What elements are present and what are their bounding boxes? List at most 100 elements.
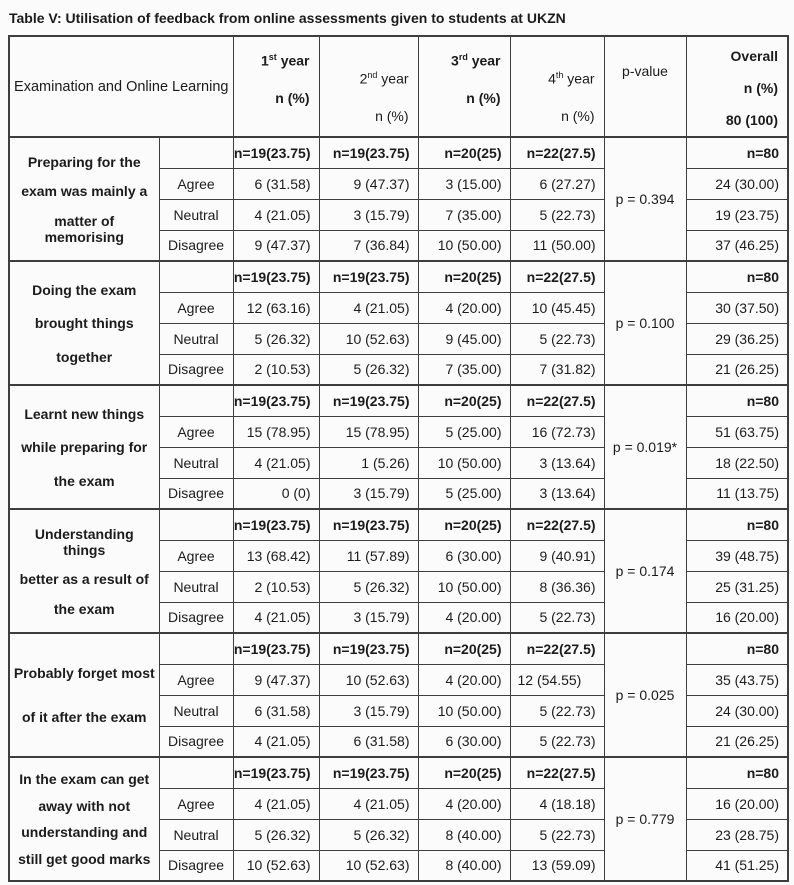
n-count-cell: n=20(25) bbox=[417, 632, 511, 665]
overall-cell: 24 (30.00) bbox=[685, 694, 789, 727]
statement-line: the exam bbox=[53, 472, 115, 489]
data-cell: 4 (21.05) bbox=[232, 787, 320, 820]
table-row: Probably forget most of it after the exam… bbox=[8, 632, 789, 758]
table-caption: Table V: Utilisation of feedback from on… bbox=[9, 10, 566, 26]
statement-text: In the exam can get away with not understa… bbox=[13, 760, 156, 878]
data-cell: 4 (18.18) bbox=[509, 787, 605, 820]
statement-line: still get good marks bbox=[18, 851, 151, 868]
data-cell: 5 (25.00) bbox=[417, 477, 511, 510]
data-cell: 5 (22.73) bbox=[509, 198, 605, 231]
data-cell: 8 (36.36) bbox=[509, 570, 605, 603]
overall-cell: 25 (31.25) bbox=[685, 570, 789, 603]
data-cell: 6 (30.00) bbox=[417, 539, 511, 572]
year-header-line2: n (%) bbox=[275, 89, 310, 106]
overall-cell: n=80 bbox=[685, 756, 789, 789]
overall-cell: 39 (48.75) bbox=[685, 539, 789, 572]
overall-cell: 37 (46.25) bbox=[685, 229, 789, 262]
n-count-cell: n=22(27.5) bbox=[509, 756, 605, 789]
data-cell: 5 (22.73) bbox=[509, 725, 605, 758]
response-label-cell: Neutral bbox=[158, 322, 234, 355]
response-label-cell bbox=[158, 756, 234, 789]
overall-cell: 18 (22.50) bbox=[685, 446, 789, 479]
n-count-cell: n=19(23.75) bbox=[318, 384, 419, 417]
statement-line: exam was mainly a bbox=[21, 183, 148, 199]
table-row: Disagree 4 (21.05) 3 (15.79) 4 (20.00) 5 (22… bbox=[9, 601, 789, 634]
data-cell: 2 (10.53) bbox=[232, 570, 320, 603]
data-cell: 5 (26.32) bbox=[318, 353, 419, 386]
data-cell: 4 (21.05) bbox=[318, 291, 419, 324]
data-cell: 5 (22.73) bbox=[509, 694, 605, 727]
n-count-cell: n=20(25) bbox=[417, 384, 511, 417]
statement-text: Understanding things better as a result o… bbox=[13, 512, 156, 630]
data-cell: 5 (22.73) bbox=[509, 601, 605, 634]
n-count-cell: n=19(23.75) bbox=[232, 136, 320, 169]
overall-header-line: Overall bbox=[730, 48, 779, 64]
statement-cell: Probably forget most of it after the exam bbox=[8, 632, 160, 758]
statement-line: Learnt new things bbox=[24, 405, 145, 422]
data-cell: 4 (20.00) bbox=[417, 787, 511, 820]
overall-cell: 30 (37.50) bbox=[685, 291, 789, 324]
n-count-cell: n=19(23.75) bbox=[232, 384, 320, 417]
statement-line: Preparing for the bbox=[27, 153, 141, 170]
response-label-cell: Agree bbox=[158, 291, 234, 324]
statement-text: Doing the exam brought things together bbox=[13, 264, 156, 382]
column-header-examination: Examination and Online Learning bbox=[8, 35, 234, 138]
data-cell: 8 (40.00) bbox=[417, 849, 511, 882]
ordinal-superscript: nd bbox=[367, 70, 378, 80]
overall-cell: n=80 bbox=[685, 508, 789, 541]
data-cell: 12 (63.16) bbox=[232, 291, 320, 324]
data-cell: 11 (57.89) bbox=[318, 539, 419, 572]
response-label-cell bbox=[158, 632, 234, 665]
response-label-cell: Neutral bbox=[158, 570, 234, 603]
data-cell: 4 (20.00) bbox=[417, 663, 511, 696]
p-value-cell: p = 0.025 bbox=[603, 632, 687, 758]
data-cell: 4 (21.05) bbox=[232, 446, 320, 479]
table-row: Learnt new things while preparing for the … bbox=[8, 384, 789, 510]
data-cell: 12 (54.55) bbox=[509, 663, 605, 696]
response-label-cell: Disagree bbox=[158, 849, 234, 882]
p-value-cell: p = 0.019* bbox=[603, 384, 687, 510]
data-cell: 3 (13.64) bbox=[509, 446, 605, 479]
n-count-cell: n=19(23.75) bbox=[318, 756, 419, 789]
response-label-cell: Agree bbox=[158, 787, 234, 820]
n-count-cell: n=19(23.75) bbox=[232, 632, 320, 665]
n-count-cell: n=19(23.75) bbox=[232, 260, 320, 293]
response-label-cell: Agree bbox=[158, 415, 234, 448]
data-cell: 0 (0) bbox=[232, 477, 320, 510]
data-cell: 9 (45.00) bbox=[417, 322, 511, 355]
data-cell: 4 (21.05) bbox=[318, 787, 419, 820]
response-label-cell: Disagree bbox=[158, 353, 234, 386]
overall-cell: n=80 bbox=[685, 384, 789, 417]
data-cell: 5 (26.32) bbox=[318, 818, 419, 851]
response-label-cell: Disagree bbox=[158, 601, 234, 634]
year-header-line2: n (%) bbox=[375, 107, 409, 124]
data-cell: 6 (31.58) bbox=[318, 725, 419, 758]
n-count-cell: n=22(27.5) bbox=[509, 136, 605, 169]
table-row: Understanding things better as a result o… bbox=[8, 508, 789, 634]
year-header-line1: 3rd year bbox=[451, 52, 501, 69]
data-cell: 5 (22.73) bbox=[509, 818, 605, 851]
year-header-line1: 1st year bbox=[261, 52, 310, 69]
statement-cell: Learnt new things while preparing for the … bbox=[8, 384, 160, 510]
year-header-line1: 4th year bbox=[548, 70, 595, 87]
statement-line: Probably forget most bbox=[13, 664, 155, 681]
overall-cell: n=80 bbox=[685, 260, 789, 293]
data-cell: 6 (31.58) bbox=[232, 167, 320, 200]
data-cell: 10 (52.63) bbox=[318, 663, 419, 696]
statement-cell: Doing the exam brought things together bbox=[8, 260, 160, 386]
overall-cell: 16 (20.00) bbox=[685, 601, 789, 634]
table-row: Agree 9 (47.37) 10 (52.63) 4 (20.00) 12 (54.… bbox=[9, 663, 789, 696]
column-header-overall: Overall n (%) 80 (100) bbox=[685, 35, 789, 138]
response-label-cell: Agree bbox=[158, 167, 234, 200]
data-cell: 10 (50.00) bbox=[417, 446, 511, 479]
p-value-cell: p = 0.394 bbox=[603, 136, 687, 262]
table-row: Agree 12 (63.16) 4 (21.05) 4 (20.00) 10 (45.… bbox=[9, 291, 789, 324]
n-count-cell: n=19(23.75) bbox=[232, 508, 320, 541]
statement-line: better as a result of bbox=[19, 571, 149, 587]
n-count-cell: n=19(23.75) bbox=[318, 136, 419, 169]
statement-cell: Understanding things better as a result o… bbox=[8, 508, 160, 634]
data-cell: 4 (21.05) bbox=[232, 198, 320, 231]
response-label-cell bbox=[158, 384, 234, 417]
year-header-line2: n (%) bbox=[561, 107, 595, 124]
data-cell: 6 (30.00) bbox=[417, 725, 511, 758]
